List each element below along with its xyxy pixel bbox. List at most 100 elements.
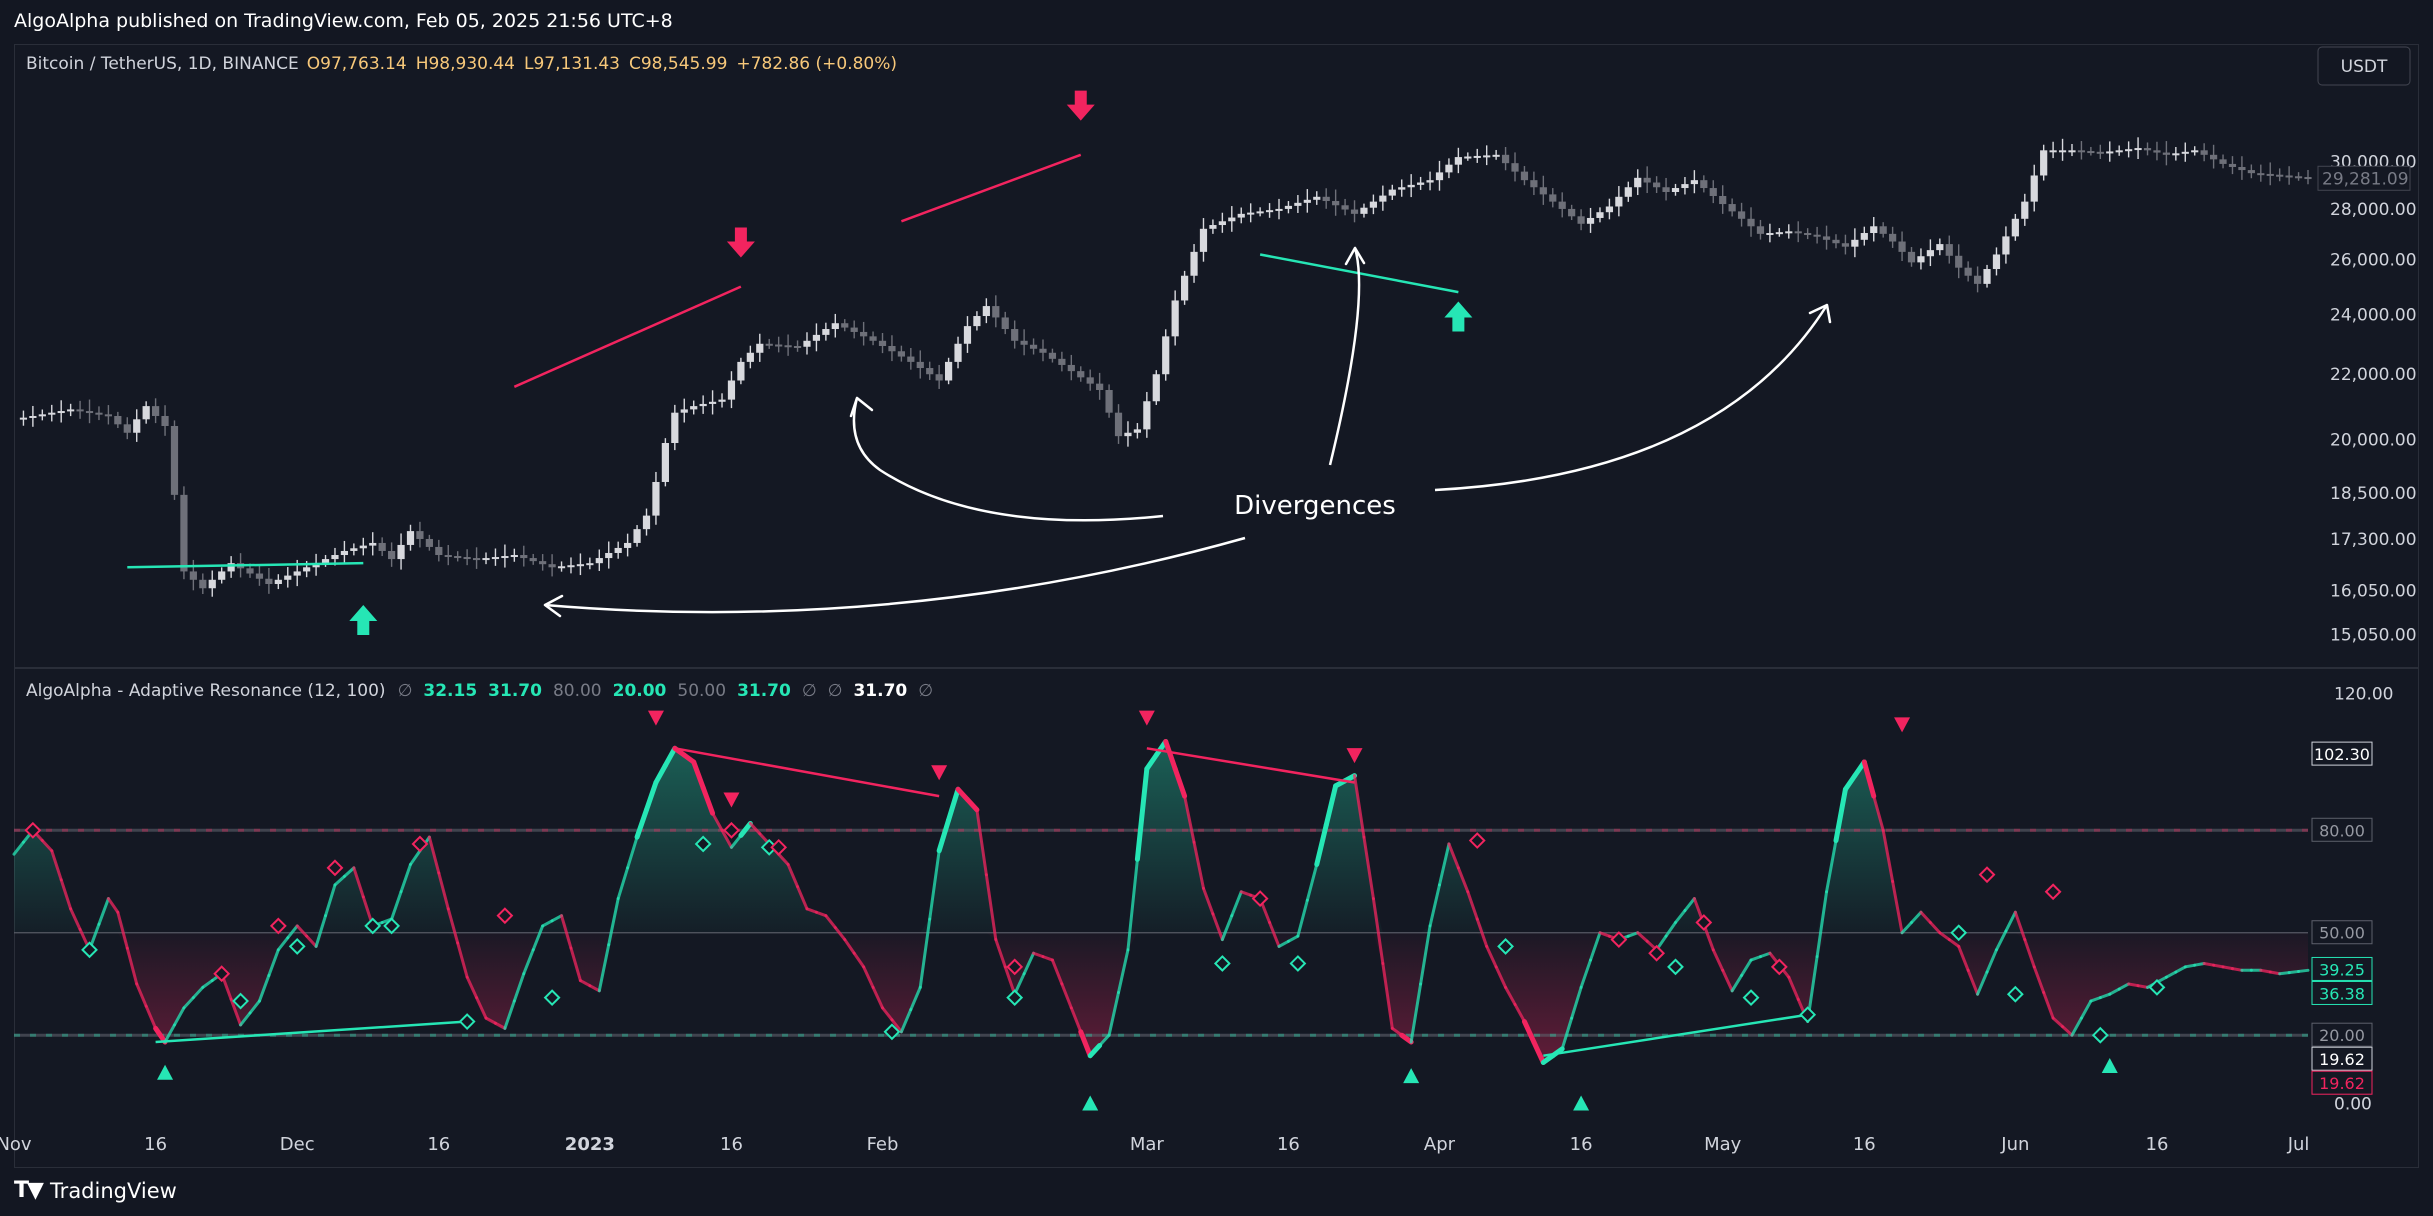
oscillator-segment [2212,963,2225,969]
candle-body [1558,201,1566,209]
candle-body [1256,211,1264,214]
oscillator-segment [2023,938,2036,969]
candle-body [1879,226,1887,234]
oscillator-segment [135,982,148,1008]
oscillator-segment [229,997,243,1027]
candle-body [1341,205,1349,210]
oscillator-segment [342,866,356,878]
bear-area-fill [14,932,2308,1063]
candle-body [255,573,264,579]
oscillator-segment [2259,968,2272,974]
candle-body [85,411,94,414]
oscillator-segment [493,1021,507,1030]
candle-body [803,340,811,347]
candle-body [2191,150,2199,153]
ohlc-high: H98,930.44 [416,54,515,74]
candle-body [1737,211,1746,219]
candle-body [95,412,103,415]
oscillator-segment [560,914,573,950]
candle-body [463,557,471,560]
oscillator-segment [352,866,365,899]
candle-body [1483,155,1491,158]
time-axis-tick: 16 [144,1134,167,1155]
oscillator-segment [446,907,460,945]
time-axis-tick: Dec [280,1134,315,1155]
bear-diamond-icon [723,821,740,839]
ohlc-close: C98,545.99 [629,54,727,74]
candle-body [1511,163,1519,172]
oscillator-segment [1144,752,1159,772]
oscillator-segment [2004,910,2017,933]
time-axis-tick: 16 [427,1134,450,1155]
candle-body [1501,154,1510,164]
candle-body [76,409,84,412]
oscillator-segment [541,919,554,928]
candle-body [350,548,358,551]
oscillator-segment [2268,970,2282,976]
candle-body [67,409,75,412]
oscillator-segment [1842,773,1858,792]
candle-body [378,542,386,551]
candle-body [1228,217,1236,222]
candle-body [690,406,698,410]
oscillator-segment [1022,951,1036,976]
annotation-curve [1328,247,1361,466]
oscillator-segment [1296,898,1309,938]
oscillator-segment [531,924,545,952]
price-legend-title: Bitcoin / TetherUS, 1D, BINANCE [26,54,299,74]
candle-body [633,529,641,543]
candle-body [2266,173,2274,176]
oscillator-segment [1721,968,1734,993]
oscillator-pane[interactable] [12,710,2310,1111]
oscillator-segment [1673,909,1687,924]
osc-value-label: 39.25 [2319,960,2365,979]
price-pane[interactable] [19,90,2312,635]
currency-button[interactable] [2317,46,2411,86]
oscillator-segment [1825,839,1838,894]
bullish-arrow-icon [349,604,378,635]
divergences-annotation: Divergences [1234,491,1396,521]
oscillator-segment [1456,866,1470,894]
oscillator-segment [1683,897,1696,913]
currency-label[interactable]: USDT [2341,57,2388,77]
candle-body [756,343,764,353]
candle-body [1577,216,1585,224]
oscillator-segment [597,943,611,993]
oscillator-segment [201,979,214,989]
oscillator-segment [1872,794,1885,832]
oscillator-segment [1183,794,1196,844]
bull-diamond-icon [2006,985,2024,1003]
oscillator-segment [333,874,346,887]
oscillator-segment [106,897,120,914]
legend-layer: Bitcoin / TetherUS, 1D, BINANCE O97,763.… [26,46,2411,701]
candle-body [2106,151,2114,154]
candle-body [1124,432,1132,437]
oscillator-segment [2136,984,2150,989]
candle-body [1218,221,1226,226]
tradingview-brand[interactable]: T▼ TradingView [14,1178,177,1203]
candle-body [576,564,585,567]
candle-body [1275,208,1283,211]
oscillator-segment [1230,890,1243,918]
price-axis-tick: 20,000.00 [2330,431,2417,451]
oscillator-segment [607,897,620,947]
candle-body [142,406,150,420]
candle-body [1171,300,1179,337]
oscillator-segment [1881,828,1895,884]
candle-body [822,329,830,335]
bottom-bar [0,1168,2433,1216]
candle-body [944,361,953,381]
candle-body [784,345,792,348]
oscillator-segment [975,808,988,877]
candle-body [1719,195,1727,205]
oscillator-segment [390,890,403,921]
oscillator-segment [1570,985,1583,1020]
bear-diamond-icon [269,917,287,935]
osc-legend-value: 31.70 [737,681,791,701]
oscillator-segment [267,948,280,977]
candle-body [1464,156,1472,159]
bear-diamond-icon [2044,883,2062,901]
price-divergence-line [900,153,1082,223]
oscillator-segment [1598,931,1611,938]
